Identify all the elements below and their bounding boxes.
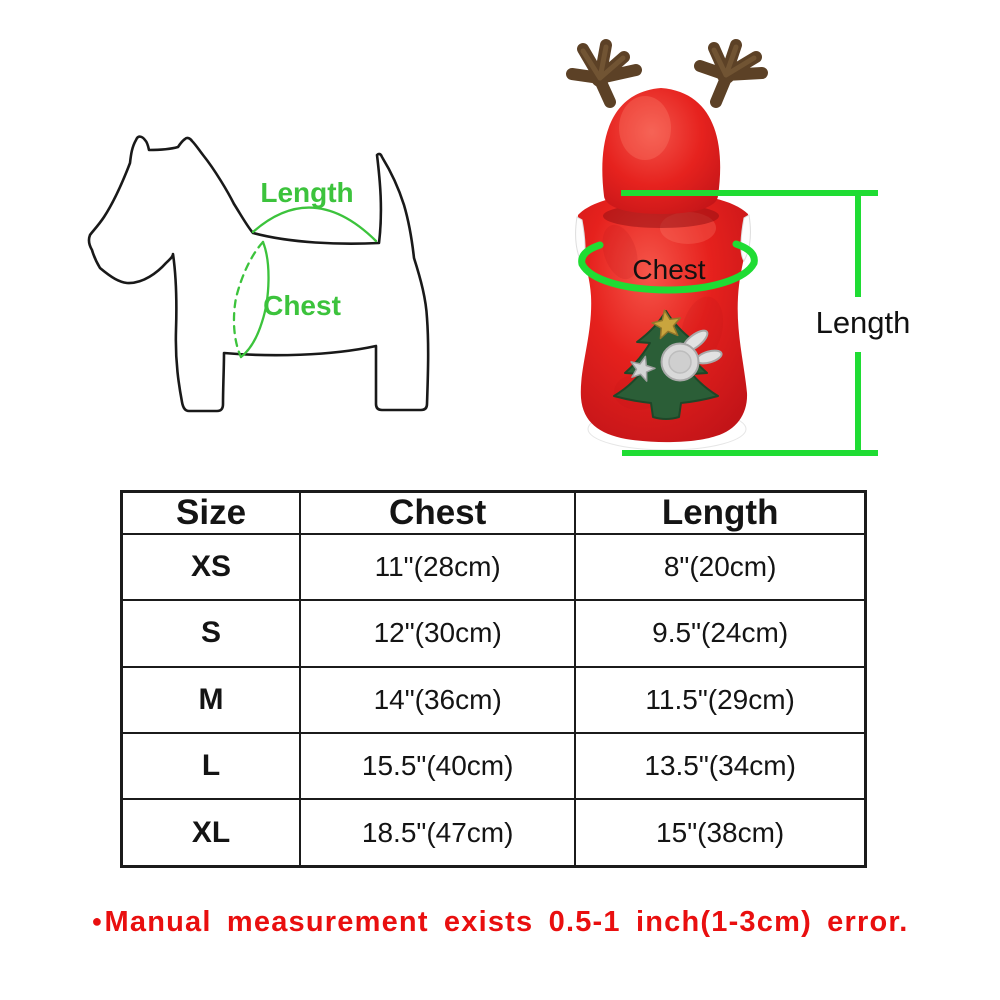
header-length: Length: [574, 490, 867, 535]
table-row: L 15.5"(40cm) 13.5"(34cm): [120, 731, 867, 801]
measurement-error-note: ●Manual measurement exists 0.5-1 inch(1-…: [0, 906, 1000, 939]
costume-length-label: Length: [816, 305, 911, 340]
footnote-text: Manual measurement exists 0.5-1 inch(1-3…: [104, 906, 909, 938]
cell-chest: 18.5"(47cm): [299, 798, 577, 868]
antler-right: [694, 39, 768, 108]
bullet-icon: ●: [91, 911, 104, 931]
dog-chest-arc-dashed: [232, 240, 265, 359]
gold-star: [651, 309, 681, 340]
cell-chest: 14"(36cm): [299, 665, 577, 734]
chest-band: [578, 240, 758, 294]
rabbit-applique: [660, 329, 723, 382]
dog-outline: [87, 135, 430, 413]
dog-chest-arc-solid: [239, 240, 270, 359]
antler-left: [566, 39, 642, 108]
cell-chest: 12"(30cm): [299, 599, 577, 668]
cell-size: M: [120, 665, 302, 734]
silver-star: [630, 355, 656, 382]
table-row: S 12"(30cm) 9.5"(24cm): [120, 599, 867, 668]
dog-length-arc: [251, 206, 378, 243]
cell-length: 8"(20cm): [574, 532, 867, 602]
costume-photo: Chest Length: [566, 39, 911, 456]
header-chest: Chest: [299, 490, 577, 535]
header-size: Size: [120, 490, 302, 535]
costume-chest-label: Chest: [632, 254, 705, 285]
cell-length: 15"(38cm): [574, 798, 867, 868]
cell-length: 9.5"(24cm): [574, 599, 867, 668]
measurement-lines: [621, 190, 878, 456]
table-row: XS 11"(28cm) 8"(20cm): [120, 532, 867, 602]
table-row: XL 18.5"(47cm) 15"(38cm): [120, 798, 867, 868]
table-row: M 14"(36cm) 11.5"(29cm): [120, 665, 867, 734]
table-header-row: Size Chest Length: [120, 490, 867, 535]
cell-size: L: [120, 731, 302, 801]
cell-size: S: [120, 599, 302, 668]
cell-size: XS: [120, 532, 302, 602]
dog-measure-lines: [232, 206, 378, 359]
costume-hood: [602, 88, 721, 214]
cell-chest: 11"(28cm): [299, 532, 577, 602]
cell-chest: 15.5"(40cm): [299, 731, 577, 801]
hood-highlight: [619, 96, 671, 160]
dog-measure-diagram: Length Chest: [87, 135, 430, 413]
dog-measure-labels: Length Chest: [260, 177, 353, 321]
cell-length: 11.5"(29cm): [574, 665, 867, 734]
size-table: Size Chest Length XS 11"(28cm) 8"(20cm) …: [120, 490, 867, 868]
dog-chest-label: Chest: [263, 290, 341, 321]
cell-size: XL: [120, 798, 302, 868]
dog-length-label: Length: [260, 177, 353, 208]
cell-length: 13.5"(34cm): [574, 731, 867, 801]
